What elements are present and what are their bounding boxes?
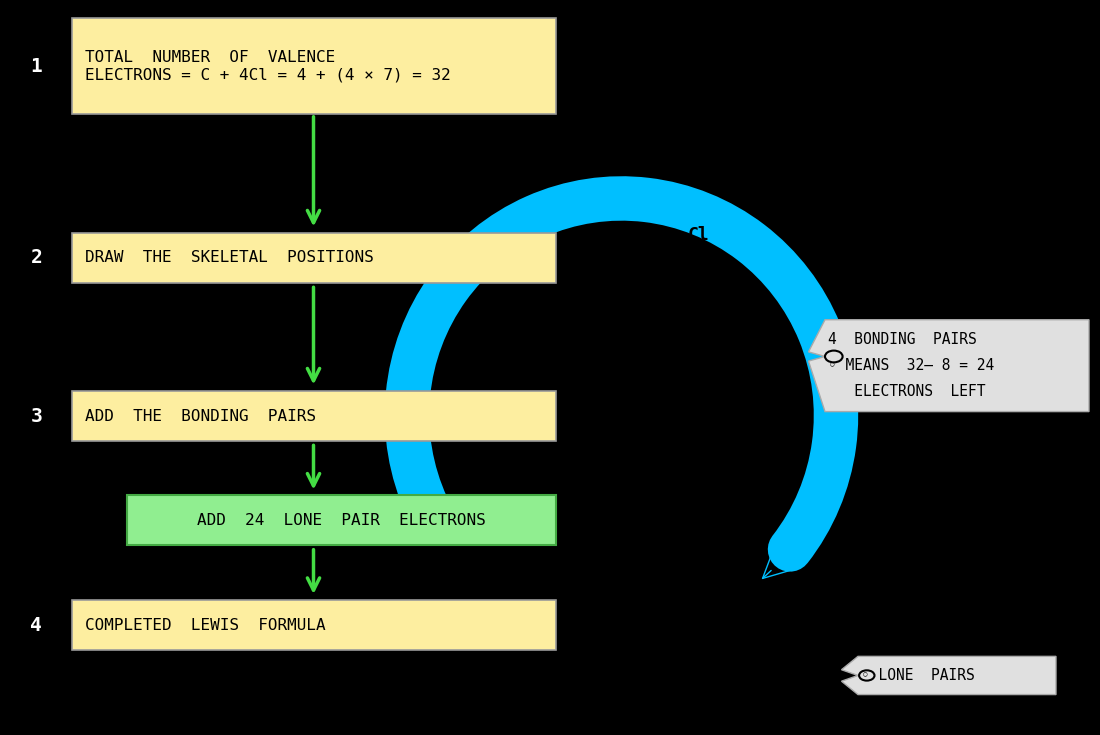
Polygon shape <box>842 656 1056 695</box>
Text: ADD  THE  BONDING  PAIRS: ADD THE BONDING PAIRS <box>85 409 316 423</box>
Text: C  ::: C :: <box>673 359 727 376</box>
FancyBboxPatch shape <box>126 495 556 545</box>
FancyBboxPatch shape <box>72 391 556 441</box>
Text: 4: 4 <box>31 616 42 635</box>
Text: ◦ MEANS  32– 8 = 24: ◦ MEANS 32– 8 = 24 <box>828 358 994 373</box>
Text: 1: 1 <box>31 57 42 76</box>
FancyBboxPatch shape <box>72 233 556 283</box>
Text: DRAW  THE  SKELETAL  POSITIONS: DRAW THE SKELETAL POSITIONS <box>85 251 373 265</box>
Text: COMPLETED  LEWIS  FORMULA: COMPLETED LEWIS FORMULA <box>85 618 326 633</box>
Text: ELECTRONS  LEFT: ELECTRONS LEFT <box>828 384 986 399</box>
Text: Cl: Cl <box>688 487 710 505</box>
FancyBboxPatch shape <box>72 18 556 114</box>
Text: 2: 2 <box>31 248 42 268</box>
Text: Cl: Cl <box>688 226 710 244</box>
Text: ◦ LONE  PAIRS: ◦ LONE PAIRS <box>861 668 975 683</box>
Text: 4  BONDING  PAIRS: 4 BONDING PAIRS <box>828 332 977 348</box>
Text: ADD  24  LONE  PAIR  ELECTRONS: ADD 24 LONE PAIR ELECTRONS <box>197 513 485 528</box>
Text: Cl: Cl <box>688 293 710 310</box>
Polygon shape <box>808 320 1089 412</box>
Text: 3: 3 <box>31 406 42 426</box>
FancyBboxPatch shape <box>72 600 556 650</box>
Text: Cl: Cl <box>688 425 710 442</box>
Text: TOTAL  NUMBER  OF  VALENCE
ELECTRONS = C + 4Cl = 4 + (4 × 7) = 32: TOTAL NUMBER OF VALENCE ELECTRONS = C + … <box>85 50 451 82</box>
